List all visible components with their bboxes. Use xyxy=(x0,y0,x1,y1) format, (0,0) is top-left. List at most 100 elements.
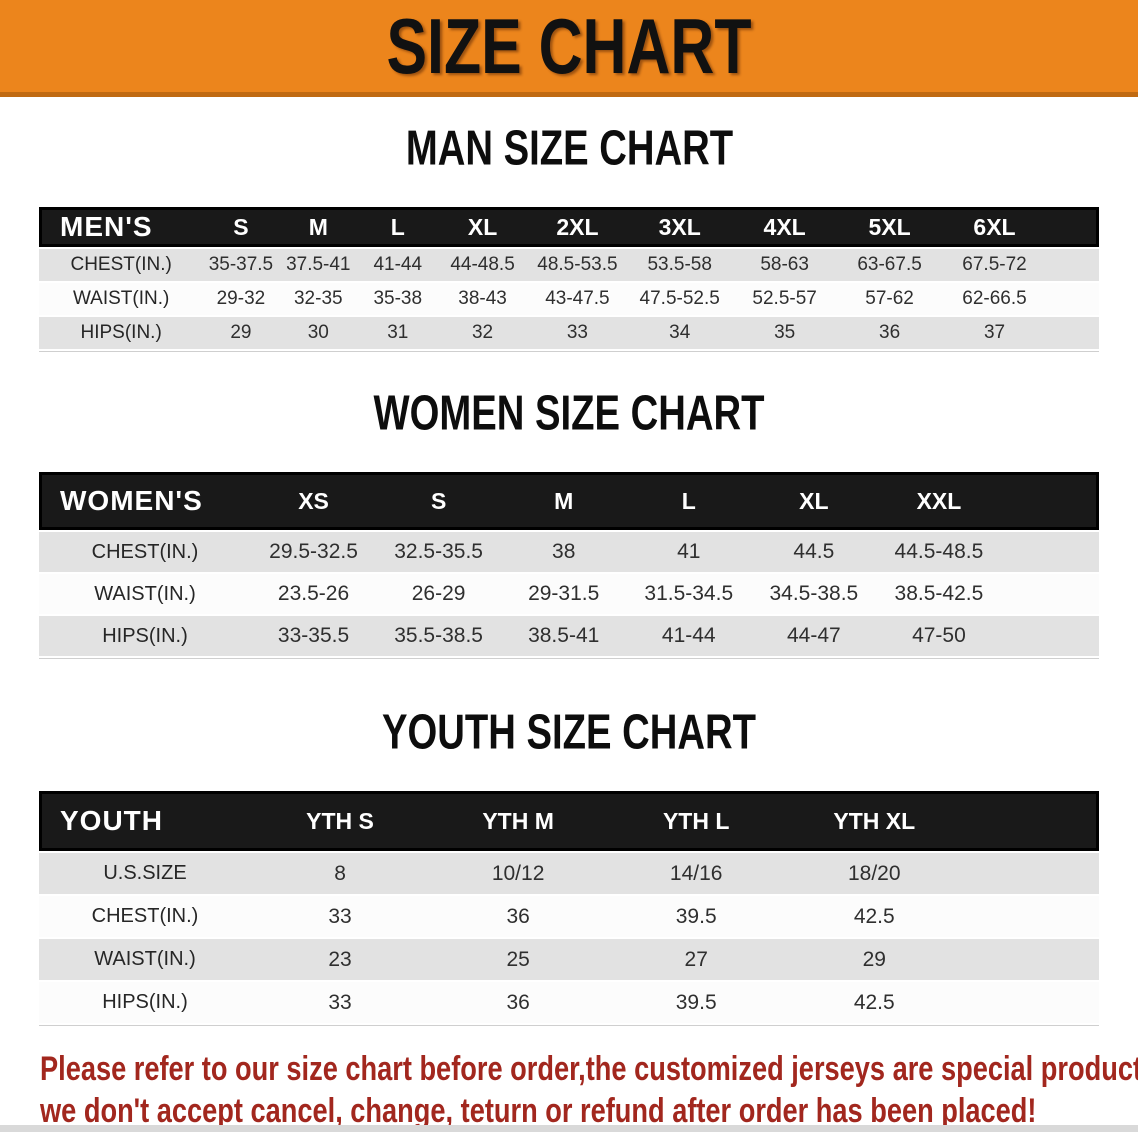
table-cell: 42.5 xyxy=(785,982,964,1023)
women-section-title-text: WOMEN SIZE CHART xyxy=(373,384,765,441)
youth-section-title: YOUTH SIZE CHART xyxy=(0,704,1138,765)
size-column-header: M xyxy=(501,472,627,530)
men-hips-row: HIPS(IN.) 29 30 31 32 33 34 35 36 37 xyxy=(39,317,1099,349)
table-cell: 38 xyxy=(501,532,627,572)
table-cell: 31 xyxy=(358,317,438,349)
table-cell: 53.5-58 xyxy=(627,249,733,281)
youth-chest-row: CHEST(IN.) 33 36 39.5 42.5 xyxy=(39,896,1099,937)
men-table-header-row: MEN'S S M L XL 2XL 3XL 4XL 5XL 6XL xyxy=(39,207,1099,247)
spacer-cell xyxy=(963,791,1099,851)
table-cell: 43-47.5 xyxy=(527,283,628,315)
spacer-cell xyxy=(963,939,1099,980)
size-column-header: XL xyxy=(751,472,877,530)
row-label: WAIST(IN.) xyxy=(39,574,251,614)
table-cell: 38-43 xyxy=(437,283,528,315)
youth-section: YOUTH SIZE CHART YOUTH YTH S YTH M YTH L… xyxy=(0,704,1138,1026)
table-cell: 37 xyxy=(942,317,1047,349)
women-table-header-row: WOMEN'S XS S M L XL XXL xyxy=(39,472,1099,530)
table-cell: 63-67.5 xyxy=(837,249,943,281)
bottom-strip xyxy=(0,1125,1138,1132)
row-label: HIPS(IN.) xyxy=(39,317,204,349)
size-column-header: L xyxy=(358,207,438,247)
women-section-title: WOMEN SIZE CHART xyxy=(0,384,1138,446)
table-cell: 8 xyxy=(251,853,430,894)
men-section-title: MAN SIZE CHART xyxy=(0,119,1138,181)
women-waist-row: WAIST(IN.) 23.5-26 26-29 29-31.5 31.5-34… xyxy=(39,574,1099,614)
women-chest-row: CHEST(IN.) 29.5-32.5 32.5-35.5 38 41 44.… xyxy=(39,532,1099,572)
spacer-cell xyxy=(1046,207,1099,247)
spacer-cell xyxy=(963,896,1099,937)
spacer-cell xyxy=(1001,616,1099,656)
table-cell: 67.5-72 xyxy=(942,249,1047,281)
women-category-header: WOMEN'S xyxy=(39,472,251,530)
table-cell: 42.5 xyxy=(785,896,964,937)
table-cell: 41-44 xyxy=(626,616,752,656)
table-cell: 33 xyxy=(527,317,628,349)
row-label: HIPS(IN.) xyxy=(39,982,251,1023)
size-column-header: YTH L xyxy=(607,791,786,851)
row-label: CHEST(IN.) xyxy=(39,896,251,937)
table-cell: 62-66.5 xyxy=(942,283,1047,315)
table-cell: 34.5-38.5 xyxy=(751,574,877,614)
size-column-header: YTH S xyxy=(251,791,430,851)
table-cell: 38.5-42.5 xyxy=(876,574,1002,614)
table-cell: 31.5-34.5 xyxy=(626,574,752,614)
men-size-table: MEN'S S M L XL 2XL 3XL 4XL 5XL 6XL CHEST… xyxy=(39,205,1099,352)
spacer-cell xyxy=(963,982,1099,1023)
size-column-header: 5XL xyxy=(837,207,943,247)
table-cell: 39.5 xyxy=(607,896,786,937)
table-cell: 36 xyxy=(837,317,943,349)
table-cell: 52.5-57 xyxy=(732,283,838,315)
table-cell: 39.5 xyxy=(607,982,786,1023)
table-cell: 25 xyxy=(429,939,608,980)
youth-hips-row: HIPS(IN.) 33 36 39.5 42.5 xyxy=(39,982,1099,1023)
men-chest-row: CHEST(IN.) 35-37.5 37.5-41 41-44 44-48.5… xyxy=(39,249,1099,281)
table-cell: 38.5-41 xyxy=(501,616,627,656)
row-label: WAIST(IN.) xyxy=(39,283,204,315)
table-cell: 58-63 xyxy=(732,249,838,281)
table-cell: 27 xyxy=(607,939,786,980)
table-cell: 41 xyxy=(626,532,752,572)
table-cell: 35.5-38.5 xyxy=(376,616,502,656)
spacer-cell xyxy=(1046,283,1099,315)
size-column-header: YTH XL xyxy=(785,791,964,851)
table-cell: 47.5-52.5 xyxy=(627,283,733,315)
size-column-header: S xyxy=(376,472,502,530)
table-cell: 30 xyxy=(278,317,359,349)
table-cell: 26-29 xyxy=(376,574,502,614)
spacer-cell xyxy=(1001,574,1099,614)
table-cell: 32 xyxy=(437,317,528,349)
table-cell: 10/12 xyxy=(429,853,608,894)
size-column-header: XS xyxy=(251,472,377,530)
table-cell: 29-32 xyxy=(203,283,279,315)
men-category-header: MEN'S xyxy=(39,207,204,247)
table-cell: 29 xyxy=(785,939,964,980)
women-hips-row: HIPS(IN.) 33-35.5 35.5-38.5 38.5-41 41-4… xyxy=(39,616,1099,656)
table-cell: 23 xyxy=(251,939,430,980)
table-cell: 29.5-32.5 xyxy=(251,532,377,572)
row-label: U.S.SIZE xyxy=(39,853,251,894)
men-section-title-text: MAN SIZE CHART xyxy=(405,119,733,176)
men-section: MAN SIZE CHART MEN'S S M L XL 2XL 3XL 4X… xyxy=(0,119,1138,352)
table-cell: 41-44 xyxy=(358,249,438,281)
table-cell: 57-62 xyxy=(837,283,943,315)
spacer-cell xyxy=(963,853,1099,894)
size-column-header: YTH M xyxy=(429,791,608,851)
table-cell: 23.5-26 xyxy=(251,574,377,614)
size-column-header: XXL xyxy=(876,472,1002,530)
row-label: CHEST(IN.) xyxy=(39,249,204,281)
table-cell: 18/20 xyxy=(785,853,964,894)
table-cell: 44-47 xyxy=(751,616,877,656)
disclaimer-line-1: Please refer to our size chart before or… xyxy=(40,1050,1138,1088)
youth-table-header-row: YOUTH YTH S YTH M YTH L YTH XL xyxy=(39,791,1099,851)
table-cell: 35 xyxy=(732,317,838,349)
youth-ussize-row: U.S.SIZE 8 10/12 14/16 18/20 xyxy=(39,853,1099,894)
youth-category-header: YOUTH xyxy=(39,791,251,851)
women-section: WOMEN SIZE CHART WOMEN'S XS S M L XL XXL… xyxy=(0,384,1138,659)
disclaimer: Please refer to our size chart before or… xyxy=(40,1048,1138,1132)
size-column-header: L xyxy=(626,472,752,530)
size-column-header: M xyxy=(278,207,359,247)
spacer-cell xyxy=(1046,249,1099,281)
youth-size-table: YOUTH YTH S YTH M YTH L YTH XL U.S.SIZE … xyxy=(39,789,1099,1026)
